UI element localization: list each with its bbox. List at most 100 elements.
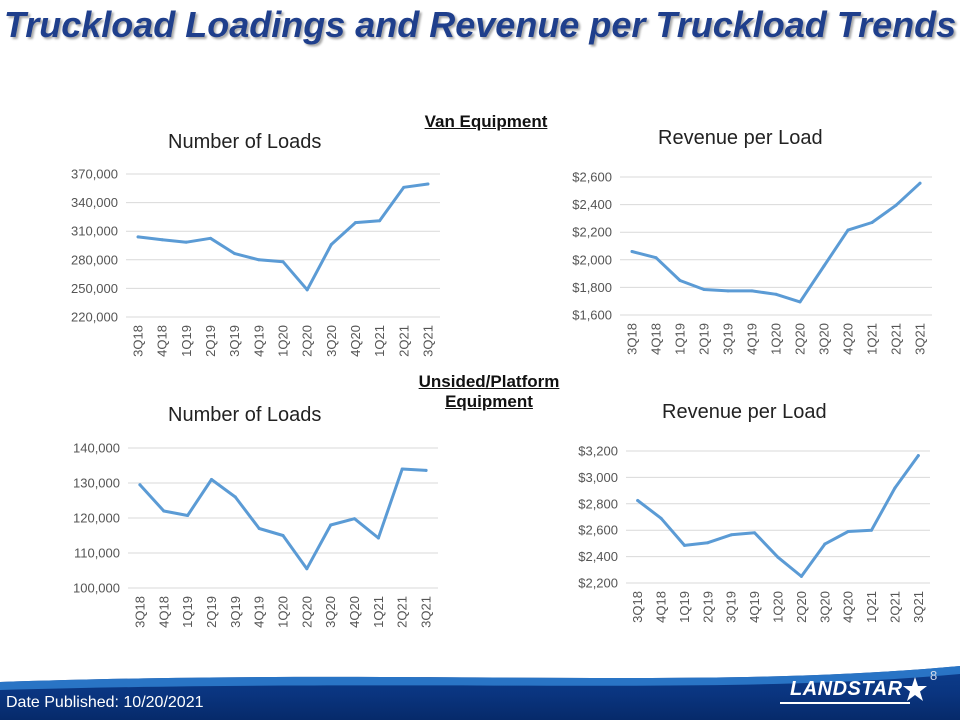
y-tick-label: 370,000 (71, 167, 118, 182)
x-tick-label: 3Q19 (228, 596, 243, 628)
data-point (160, 238, 164, 242)
x-tick-label: 2Q21 (887, 591, 902, 623)
series-line (636, 454, 920, 578)
x-tick-label: 1Q21 (372, 325, 387, 357)
data-point (353, 517, 357, 521)
data-point (823, 542, 827, 546)
x-tick-label: 2Q19 (700, 591, 715, 623)
data-point (659, 516, 663, 520)
x-tick-label: 4Q19 (747, 591, 762, 623)
x-tick-label: 1Q19 (673, 323, 688, 355)
data-point (726, 289, 730, 293)
y-tick-label: $1,800 (572, 280, 612, 295)
y-tick-label: $2,200 (572, 225, 612, 240)
x-tick-label: 2Q20 (794, 591, 809, 623)
x-tick-label: 4Q20 (347, 596, 362, 628)
data-point (209, 236, 213, 240)
x-tick-label: 3Q21 (420, 325, 435, 357)
x-tick-label: 3Q19 (227, 325, 242, 357)
x-tick-label: 2Q19 (204, 596, 219, 628)
y-tick-label: 280,000 (71, 252, 118, 267)
section-label-unsided: Unsided/Platform Equipment (418, 372, 560, 411)
x-tick-label: 2Q20 (793, 323, 808, 355)
x-tick-label: 1Q21 (865, 323, 880, 355)
series-line (136, 182, 430, 292)
data-point (257, 527, 261, 530)
x-tick-label: 4Q18 (155, 325, 170, 357)
data-point (305, 567, 309, 571)
x-tick-label: 4Q18 (156, 596, 171, 628)
data-point (822, 264, 826, 268)
x-tick-label: 3Q21 (911, 591, 926, 623)
data-point (894, 203, 898, 207)
data-point (138, 483, 142, 487)
y-tick-label: 110,000 (74, 546, 120, 561)
x-tick-label: 1Q20 (276, 325, 291, 357)
y-tick-label: 140,000 (73, 441, 120, 456)
x-tick-label: 4Q19 (252, 596, 267, 628)
data-point (893, 486, 897, 490)
logo-underline (780, 702, 910, 704)
data-point (916, 454, 920, 458)
x-tick-label: 3Q21 (419, 596, 434, 628)
y-tick-label: $2,000 (572, 252, 612, 267)
y-tick-label: $2,800 (578, 496, 618, 511)
x-tick-label: 1Q20 (276, 596, 291, 628)
data-point (630, 250, 634, 254)
section-label-van: Van Equipment (424, 112, 548, 131)
x-tick-label: 1Q19 (677, 591, 692, 623)
star-icon (903, 677, 927, 701)
x-tick-label: 4Q18 (654, 591, 669, 623)
data-point (136, 235, 140, 239)
data-point (846, 530, 850, 534)
y-tick-label: $2,600 (578, 523, 618, 538)
data-point (918, 181, 922, 185)
data-point (870, 528, 874, 532)
y-tick-label: $2,400 (578, 549, 618, 564)
x-tick-label: 3Q19 (724, 591, 739, 623)
x-tick-label: 3Q20 (817, 323, 832, 355)
x-tick-label: 2Q19 (697, 323, 712, 355)
x-tick-label: 3Q18 (131, 325, 146, 357)
x-tick-label: 4Q20 (348, 325, 363, 357)
data-point (186, 514, 190, 518)
data-point (870, 221, 874, 225)
data-point (233, 495, 237, 499)
y-tick-label: 310,000 (71, 224, 118, 239)
data-point (426, 182, 430, 186)
footer-date: Date Published: 10/20/2021 (6, 694, 204, 711)
footer-bar: Date Published: 10/20/2021 LANDSTAR (0, 660, 960, 720)
y-tick-label: $1,600 (572, 308, 612, 323)
landstar-logo: LANDSTAR (790, 678, 903, 700)
x-tick-label: 3Q18 (630, 591, 645, 623)
data-point (209, 478, 213, 481)
series-line (630, 181, 922, 304)
x-tick-label: 3Q20 (323, 596, 338, 628)
y-tick-label: 220,000 (71, 310, 118, 325)
data-point (729, 533, 733, 537)
x-tick-label: 1Q21 (371, 596, 386, 628)
x-tick-label: 1Q19 (179, 325, 194, 357)
chart-title-unsided-revenue: Revenue per Load (662, 401, 827, 423)
y-tick-label: $3,000 (578, 470, 618, 485)
data-point (654, 256, 658, 260)
y-tick-label: $2,200 (578, 576, 618, 591)
data-point (233, 252, 237, 256)
data-point (424, 468, 428, 472)
slide-title: Truckload Loadings and Revenue per Truck… (3, 4, 957, 45)
data-point (376, 536, 380, 540)
data-point (257, 258, 261, 262)
data-point (774, 292, 778, 296)
x-tick-label: 2Q20 (300, 325, 315, 357)
x-tick-label: 1Q20 (771, 591, 786, 623)
x-tick-label: 2Q21 (395, 596, 410, 628)
data-point (329, 243, 333, 247)
x-tick-label: 3Q18 (625, 323, 640, 355)
data-point (636, 499, 640, 502)
chart-title-van-revenue: Revenue per Load (658, 127, 823, 149)
data-point (682, 543, 686, 547)
data-point (846, 228, 850, 232)
